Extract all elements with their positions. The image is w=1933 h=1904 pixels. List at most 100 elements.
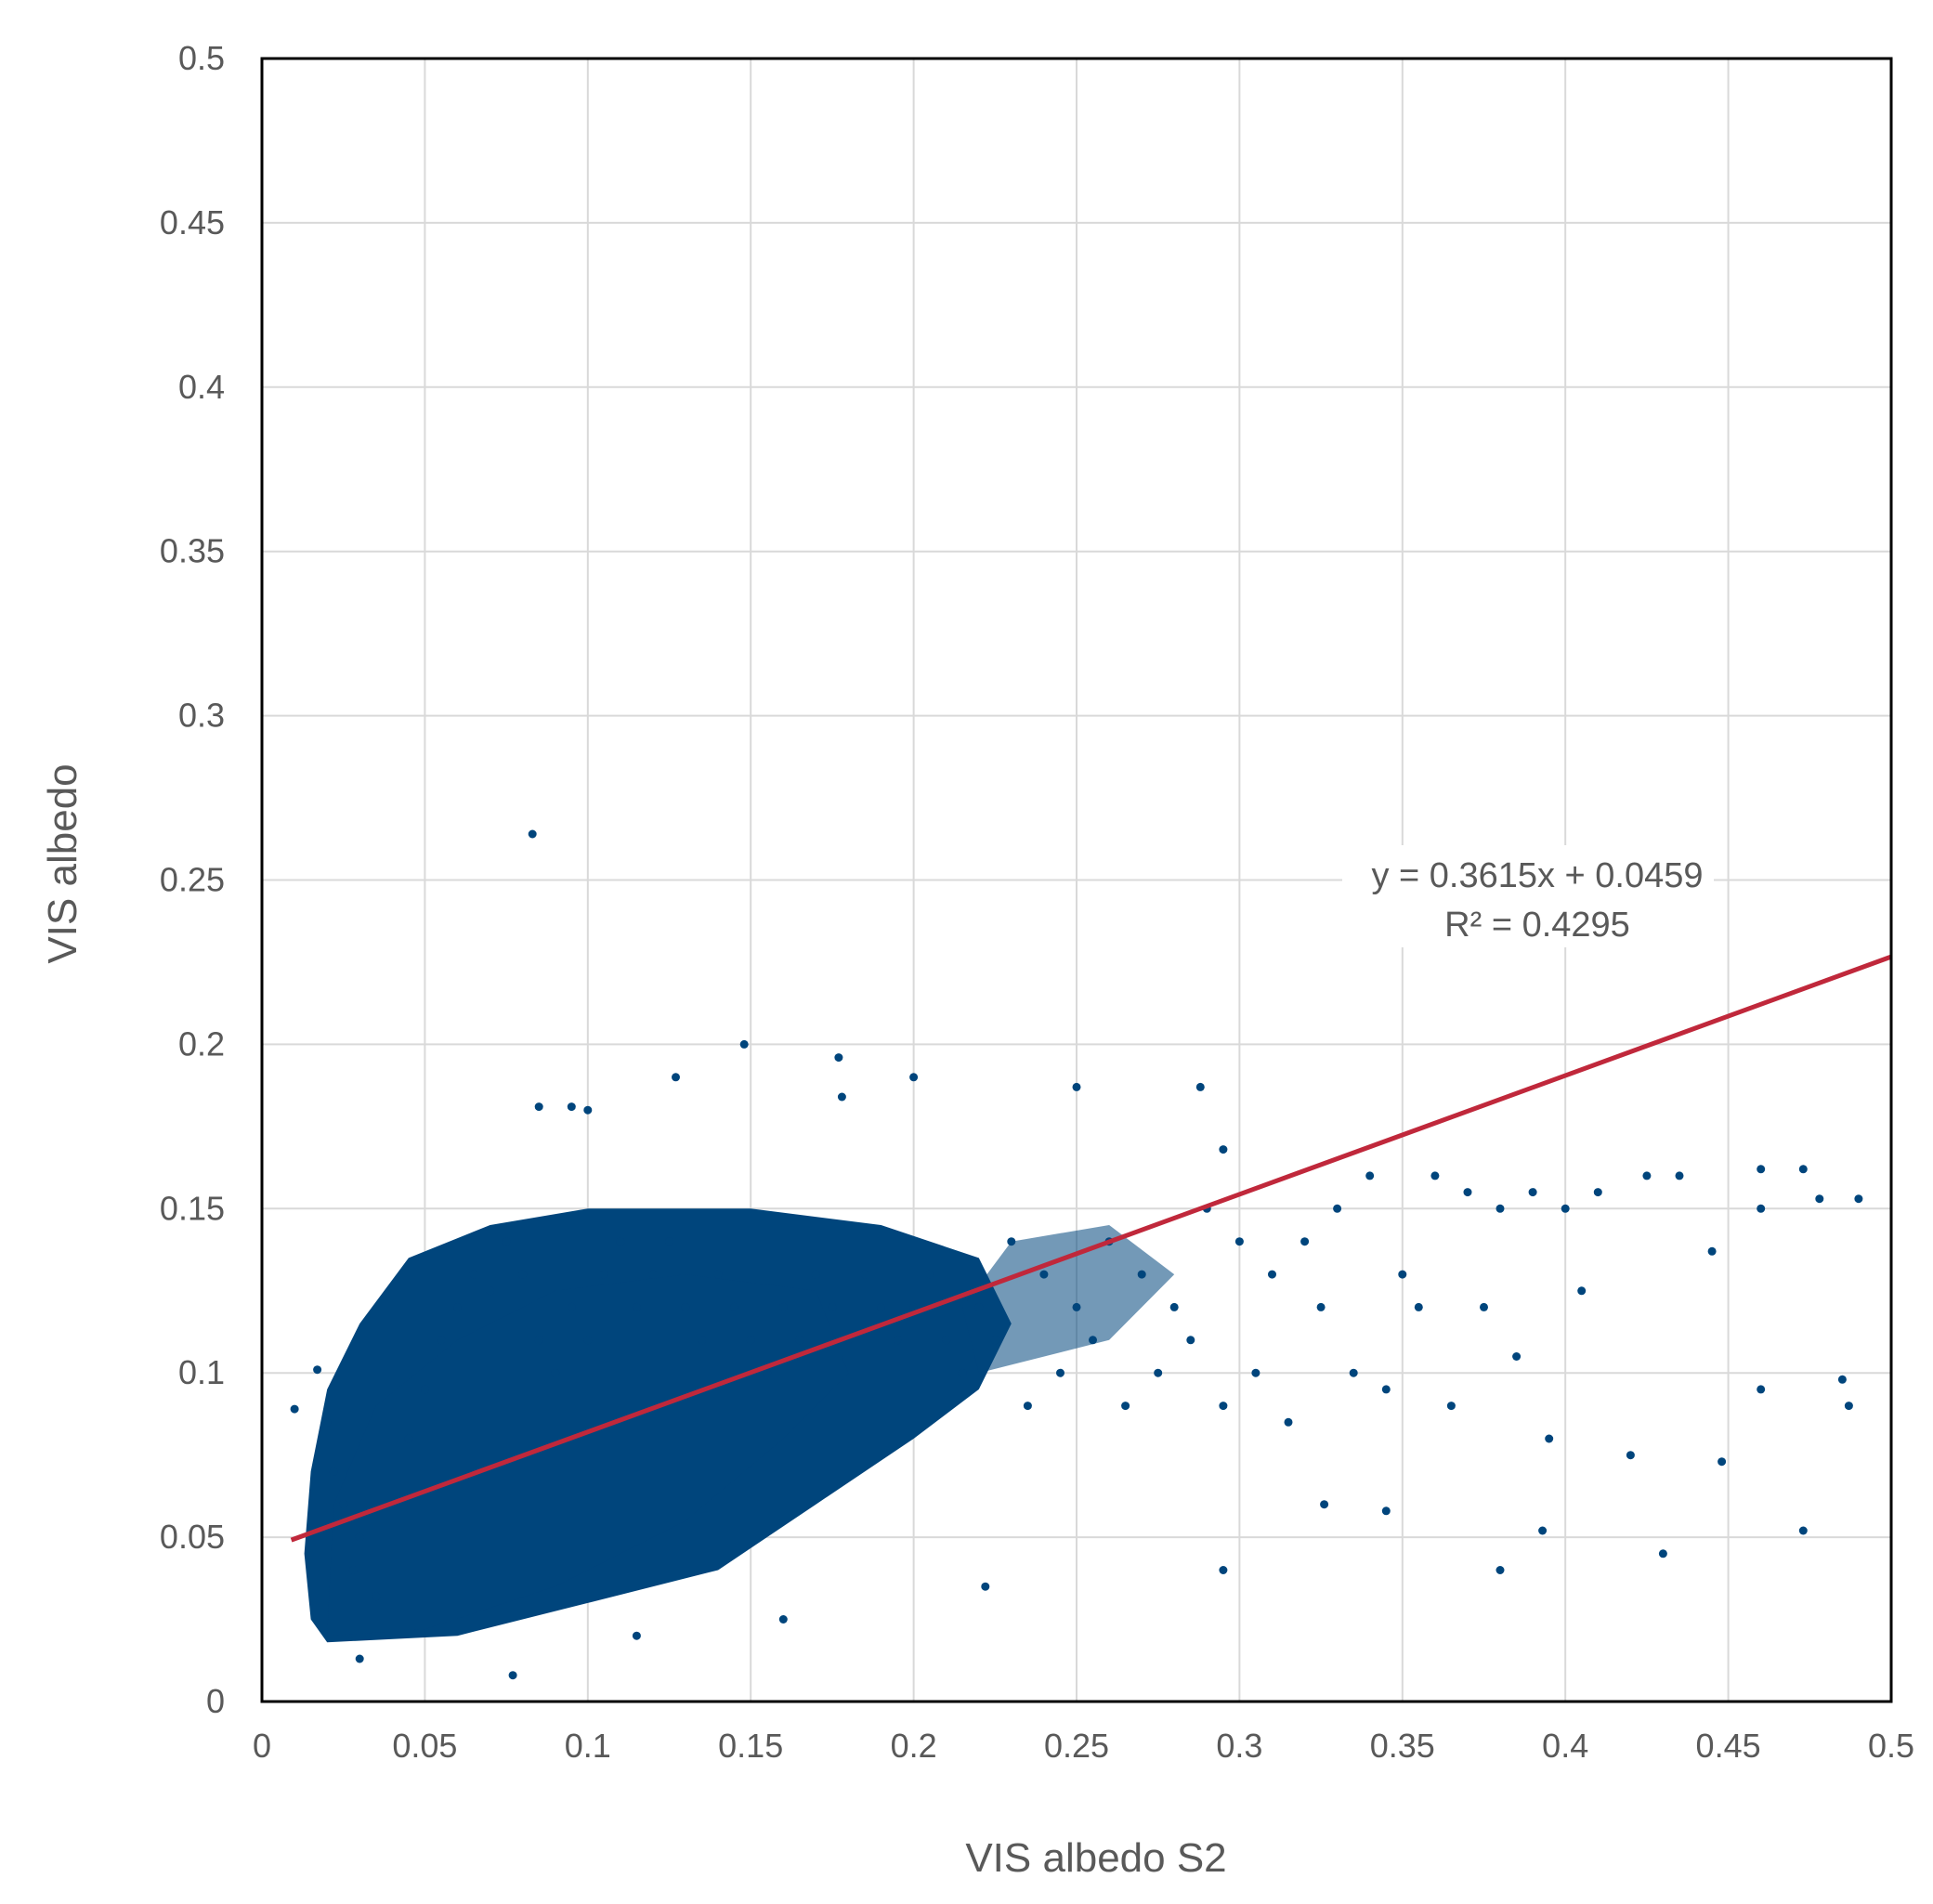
- data-point: [583, 1336, 593, 1345]
- data-point: [313, 1365, 322, 1375]
- data-point: [508, 1671, 517, 1680]
- y-tick-label: 0.35: [160, 532, 225, 570]
- data-point: [502, 1237, 511, 1246]
- data-point: [795, 1336, 804, 1345]
- data-point: [1642, 1171, 1652, 1180]
- data-point: [713, 1270, 723, 1279]
- y-tick-label: 0.15: [160, 1189, 225, 1227]
- annotation-background: [1342, 845, 1714, 947]
- x-tick-label: 0: [253, 1727, 271, 1765]
- data-point: [1316, 1302, 1326, 1311]
- y-tick-label: 0.5: [178, 39, 225, 77]
- data-point: [1268, 1270, 1276, 1279]
- data-point: [1381, 1506, 1391, 1516]
- data-point: [583, 1105, 593, 1115]
- data-point: [1365, 1171, 1375, 1180]
- data-point: [551, 1368, 560, 1377]
- data-point: [616, 1237, 625, 1246]
- data-point: [990, 1336, 999, 1345]
- data-point: [1219, 1566, 1228, 1574]
- data-point: [909, 1073, 919, 1082]
- data-point: [1593, 1188, 1602, 1197]
- y-tick-label: 0.05: [160, 1518, 225, 1556]
- data-point: [1757, 1204, 1766, 1213]
- data-point: [1757, 1165, 1766, 1174]
- data-point: [958, 1368, 967, 1377]
- data-point: [648, 1270, 658, 1279]
- data-point: [1320, 1500, 1329, 1509]
- data-point: [981, 1582, 990, 1591]
- data-point: [1512, 1352, 1522, 1361]
- data-point: [339, 1500, 348, 1509]
- data-point: [355, 1532, 364, 1542]
- y-tick-label: 0.1: [178, 1353, 225, 1391]
- data-point: [909, 1302, 919, 1311]
- data-point: [1495, 1566, 1505, 1574]
- data-point: [1154, 1368, 1163, 1377]
- data-point: [828, 1302, 837, 1311]
- data-point: [1333, 1204, 1342, 1213]
- data-point: [1169, 1302, 1179, 1311]
- data-point: [1195, 1082, 1205, 1091]
- x-tick-label: 0.15: [718, 1727, 783, 1765]
- x-tick-label: 0.3: [1216, 1727, 1262, 1765]
- data-point: [518, 1270, 528, 1279]
- data-point: [1446, 1402, 1456, 1411]
- data-point: [681, 1302, 690, 1311]
- data-point: [1349, 1368, 1358, 1377]
- point-cloud-region: [327, 1274, 849, 1637]
- data-point: [739, 1039, 749, 1049]
- y-tick-label: 0.45: [160, 203, 225, 241]
- data-point: [1186, 1336, 1195, 1345]
- data-point: [1121, 1402, 1130, 1411]
- data-point: [1837, 1375, 1847, 1384]
- data-point: [1854, 1194, 1863, 1204]
- data-point: [746, 1336, 755, 1345]
- data-point: [1798, 1165, 1808, 1174]
- data-point: [355, 1654, 364, 1663]
- data-point: [877, 1302, 885, 1311]
- y-tick-label: 0.3: [178, 697, 225, 735]
- data-point: [1072, 1302, 1081, 1311]
- y-axis-ticks: 0 0.05 0.1 0.15 0.2 0.25 0.3 0.35 0.4 0.45 0.5: [160, 39, 225, 1720]
- data-point: [778, 1615, 788, 1624]
- data-point: [1072, 1082, 1081, 1091]
- data-point: [698, 1336, 707, 1345]
- y-tick-label: 0.4: [178, 368, 225, 406]
- data-point: [1234, 1237, 1244, 1246]
- data-point: [974, 1302, 984, 1311]
- data-point: [1815, 1194, 1824, 1204]
- data-point: [528, 829, 537, 839]
- x-tick-label: 0.4: [1542, 1727, 1588, 1765]
- data-point: [665, 1237, 673, 1246]
- x-axis-title: VIS albedo S2: [965, 1835, 1226, 1881]
- x-tick-label: 0.1: [565, 1727, 611, 1765]
- data-point: [437, 1336, 446, 1345]
- x-tick-label: 0.2: [891, 1727, 937, 1765]
- data-point: [778, 1302, 788, 1311]
- y-axis-title: VIS albedo: [40, 763, 85, 963]
- data-point: [404, 1434, 413, 1443]
- data-point: [1398, 1270, 1407, 1279]
- data-point: [632, 1631, 641, 1640]
- data-point: [1707, 1246, 1717, 1256]
- data-point: [453, 1302, 462, 1311]
- data-point: [1089, 1336, 1097, 1345]
- data-point: [1300, 1237, 1310, 1246]
- dense-point-cloud: [304, 1208, 1175, 1643]
- y-tick-label: 0.2: [178, 1024, 225, 1063]
- data-point: [534, 1336, 543, 1345]
- data-point: [1480, 1302, 1488, 1311]
- data-point: [672, 1073, 680, 1082]
- data-point: [1626, 1451, 1635, 1460]
- data-point: [834, 1053, 843, 1063]
- trendline-group: [290, 954, 1892, 1543]
- x-axis-ticks: 0 0.05 0.1 0.15 0.2 0.25 0.3 0.35 0.4 0.45 0.5: [253, 1727, 1914, 1765]
- y-tick-label: 0: [206, 1682, 225, 1720]
- data-point: [1414, 1302, 1423, 1311]
- trendline-annotation: y = 0.3615x + 0.0459 R² = 0.4295: [1342, 845, 1714, 947]
- data-point: [534, 1102, 543, 1112]
- data-point: [1007, 1237, 1016, 1246]
